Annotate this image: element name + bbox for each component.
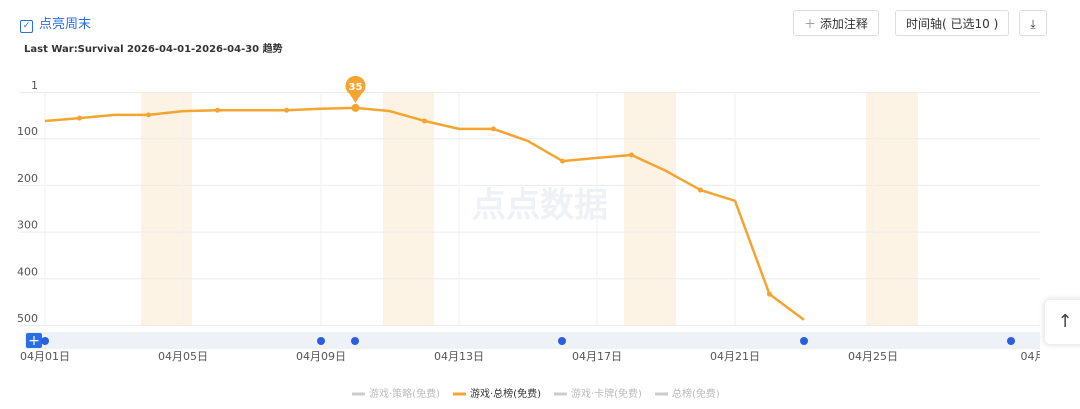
legend-item[interactable]: 总榜(免费): [654, 387, 720, 400]
timeline-bar: [25, 332, 1040, 349]
point: [284, 107, 289, 113]
x-tick-label: 04月17日: [572, 350, 622, 363]
point: [629, 152, 634, 158]
plus-icon: +: [28, 333, 40, 349]
event-marker[interactable]: [800, 337, 808, 345]
point: [351, 103, 360, 112]
point: [767, 291, 772, 297]
y-tick-label: 200: [17, 172, 38, 185]
weekend-band: [141, 92, 192, 326]
point: [698, 187, 703, 193]
weekend-band: [866, 92, 918, 326]
weekend-band: [383, 92, 434, 326]
point: [491, 126, 496, 132]
x-tick-label: 04月01日: [20, 350, 70, 363]
add-note-button[interactable]: ＋ 添加注释: [793, 10, 879, 36]
x-tick-label: 04月30日: [1021, 350, 1041, 363]
legend-item[interactable]: 游戏·策略(免费): [352, 387, 440, 400]
y-tick-label: 1: [31, 79, 38, 92]
toggle-label: 点亮周末: [39, 17, 92, 32]
event-marker[interactable]: [317, 337, 325, 345]
legend-item[interactable]: 游戏·总榜(免费): [452, 387, 541, 400]
legend-label: 游戏·总榜(免费): [470, 387, 541, 400]
checkbox[interactable]: ✓: [20, 20, 33, 33]
weekend-toggle[interactable]: ✓ 点亮周末: [20, 13, 91, 33]
legend-label: 游戏·策略(免费): [369, 387, 440, 400]
point: [146, 112, 151, 118]
chart: 点点数据 + 1 100 200 300 400 500 04月01日 04月05日 04月09…: [17, 75, 1041, 400]
add-event-button[interactable]: [26, 333, 42, 348]
peak-label: 35: [349, 82, 363, 93]
y-tick-label: 300: [17, 219, 38, 232]
legend-label: 游戏·卡牌(免费): [571, 387, 642, 400]
x-tick-label: 04月13日: [434, 350, 484, 363]
point: [77, 115, 82, 121]
event-marker[interactable]: [1007, 337, 1015, 345]
subtitle: Last War:Survival 2026-04-01-2026-04-30 …: [24, 44, 283, 55]
x-tick-label: 04月25日: [848, 350, 898, 363]
watermark: 点点数据: [472, 186, 608, 226]
x-tick-label: 04月05日: [158, 350, 208, 363]
point: [215, 107, 220, 113]
back-to-top[interactable]: ↑: [1044, 299, 1080, 345]
peak-pin: [345, 75, 366, 103]
weekend-band: [624, 92, 676, 326]
point: [560, 158, 565, 164]
button-label: 添加注释: [819, 17, 868, 31]
y-tick-label: 400: [17, 265, 38, 278]
legend-label: 总榜(免费): [672, 387, 720, 400]
event-marker[interactable]: [351, 337, 359, 345]
point: [422, 118, 427, 124]
legend-item[interactable]: 游戏·卡牌(免费): [553, 387, 642, 400]
event-markers: [41, 337, 1015, 345]
x-tick-label: 04月09日: [296, 350, 346, 363]
y-tick-label: 100: [17, 125, 38, 138]
y-tick-label: 500: [17, 312, 38, 325]
timeline-button[interactable]: 时间轴( 已选10 ): [895, 10, 1010, 36]
event-marker[interactable]: [558, 337, 566, 345]
x-tick-label: 04月21日: [710, 350, 760, 363]
download-button[interactable]: ⤓: [1019, 10, 1047, 36]
event-marker[interactable]: [41, 337, 49, 345]
